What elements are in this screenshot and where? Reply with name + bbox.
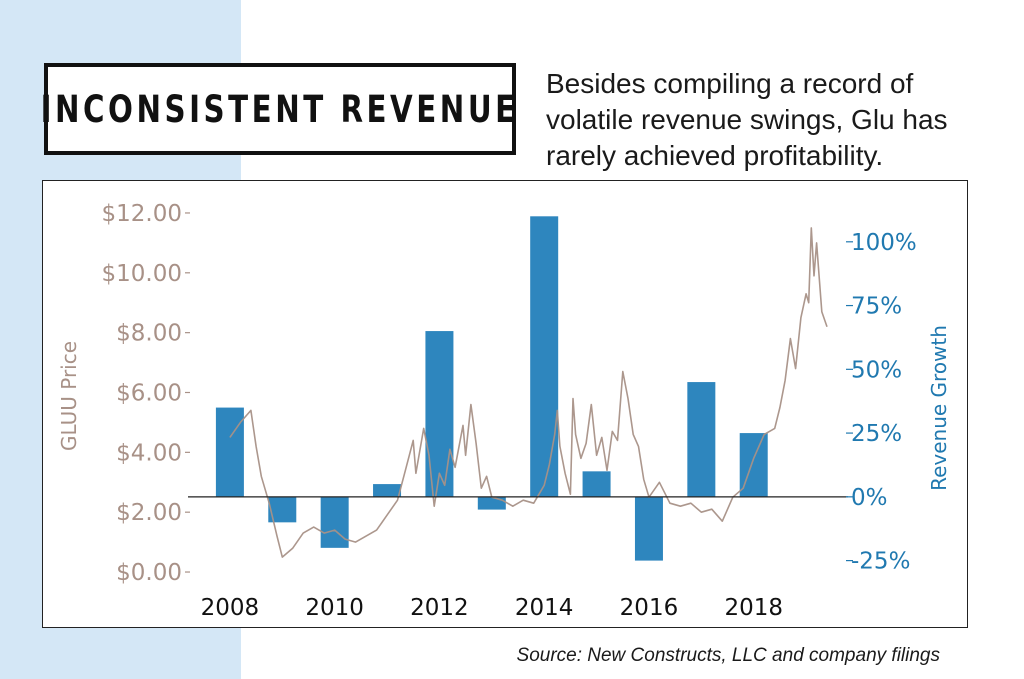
right-tick-label: 25%	[851, 421, 902, 447]
x-axis: 2008 2010 2012 2014 2016 2018	[201, 595, 783, 621]
left-tick-label: $10.00	[102, 261, 182, 287]
revenue-growth-bar	[582, 471, 611, 497]
revenue-growth-bar	[634, 496, 663, 561]
page-title: INCONSISTENT REVENUE	[40, 87, 520, 131]
revenue-growth-bar	[320, 496, 349, 548]
x-tick-label: 2010	[305, 595, 364, 621]
revenue-growth-bar	[373, 484, 402, 497]
bars-layer	[215, 216, 768, 561]
right-tick-label: -25%	[851, 549, 910, 575]
x-tick-label: 2018	[724, 595, 783, 621]
subtitle: Besides compiling a record of volatile r…	[546, 68, 948, 171]
left-axis: $0.00 $2.00 $4.00 $6.00 $8.00 $10.00 $12.00	[102, 201, 190, 586]
chart: $0.00 $2.00 $4.00 $6.00 $8.00 $10.00 $12.00 -2…	[57, 201, 951, 621]
x-tick-label: 2008	[201, 595, 260, 621]
gluu-price-line	[229, 227, 828, 558]
x-tick-label: 2014	[515, 595, 574, 621]
revenue-growth-bar	[215, 407, 244, 497]
right-axis: -25% 0% 25% 50% 75% 100%	[846, 230, 917, 575]
line-layer	[229, 227, 828, 558]
left-tick-label: $6.00	[116, 380, 182, 406]
left-axis-label: GLUU Price	[57, 341, 81, 451]
title-box: INCONSISTENT REVENUE	[40, 63, 520, 155]
revenue-growth-bar	[425, 331, 454, 497]
right-tick-label: 100%	[851, 230, 917, 256]
source-note: Source: New Constructs, LLC and company …	[516, 645, 940, 666]
left-tick-label: $2.00	[116, 500, 182, 526]
revenue-growth-bar	[687, 382, 716, 497]
right-tick-label: 0%	[851, 485, 888, 511]
left-tick-label: $8.00	[116, 321, 182, 347]
x-tick-label: 2012	[410, 595, 469, 621]
revenue-growth-bar	[477, 496, 506, 510]
left-tick-label: $4.00	[116, 440, 182, 466]
chart-frame: $0.00 $2.00 $4.00 $6.00 $8.00 $10.00 $12.00 -2…	[42, 180, 968, 628]
x-tick-label: 2016	[620, 595, 679, 621]
right-axis-label: Revenue Growth	[927, 325, 951, 491]
right-tick-label: 75%	[851, 294, 902, 320]
left-tick-label: $12.00	[102, 201, 182, 227]
right-tick-label: 50%	[851, 357, 902, 383]
left-tick-label: $0.00	[116, 560, 182, 586]
revenue-growth-bar	[530, 216, 559, 497]
